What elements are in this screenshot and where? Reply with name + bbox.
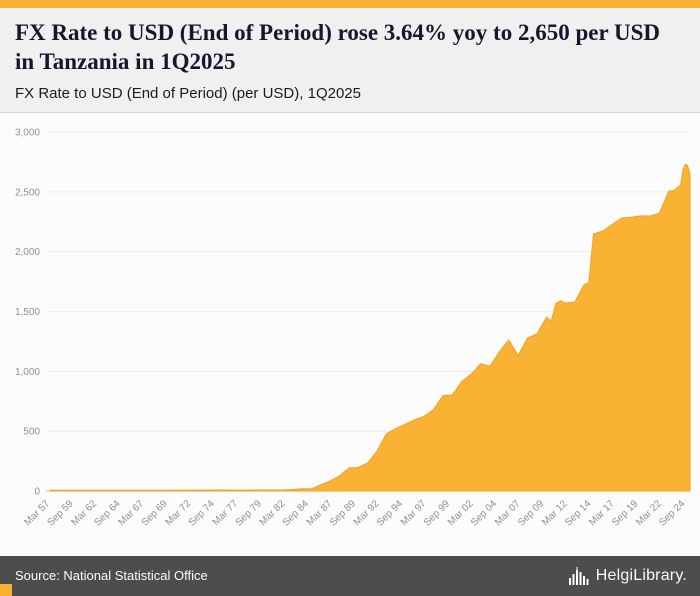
chart-subtitle: FX Rate to USD (End of Period) (per USD)… (15, 84, 361, 102)
svg-text:Sep 89: Sep 89 (328, 498, 358, 528)
svg-text:1,000: 1,000 (15, 367, 40, 378)
footer: Source: National Statistical Office Helg… (0, 556, 700, 596)
helgilibrary-logo-text: HelgiLibrary. (595, 567, 687, 584)
header: FX Rate to USD (End of Period) rose 3.64… (0, 8, 700, 113)
source-text: Source: National Statistical Office (15, 568, 208, 583)
svg-text:Sep 79: Sep 79 (234, 498, 264, 528)
chart-area: 0 500 1,000 1,500 2,000 2,500 3,000 Mar 57 Sep 5… (0, 114, 700, 556)
helgilibrary-logo-icon (568, 566, 589, 585)
svg-text:Sep 69: Sep 69 (140, 498, 170, 528)
svg-text:Sep 19: Sep 19 (610, 498, 640, 528)
top-accent-bar (0, 0, 700, 8)
svg-text:Sep 64: Sep 64 (93, 498, 123, 528)
helgilibrary-logo[interactable]: HelgiLibrary. (568, 556, 687, 596)
footer-accent-square (0, 584, 12, 596)
svg-text:2,500: 2,500 (15, 187, 40, 198)
svg-text:3,000: 3,000 (15, 128, 40, 139)
svg-text:Sep 14: Sep 14 (563, 498, 593, 528)
page-title: FX Rate to USD (End of Period) rose 3.64… (15, 20, 661, 74)
svg-text:Sep 04: Sep 04 (469, 498, 499, 528)
svg-text:Sep 09: Sep 09 (516, 498, 546, 528)
svg-text:500: 500 (23, 427, 40, 438)
svg-text:2,000: 2,000 (15, 247, 40, 258)
svg-text:Sep 59: Sep 59 (45, 498, 75, 528)
svg-text:Sep 84: Sep 84 (281, 498, 311, 528)
svg-text:Sep 24: Sep 24 (657, 498, 687, 528)
svg-text:Sep 99: Sep 99 (422, 498, 452, 528)
svg-text:Sep 94: Sep 94 (375, 498, 405, 528)
svg-text:Sep 74: Sep 74 (187, 498, 217, 528)
svg-text:0: 0 (34, 487, 40, 498)
svg-text:1,500: 1,500 (15, 307, 40, 318)
